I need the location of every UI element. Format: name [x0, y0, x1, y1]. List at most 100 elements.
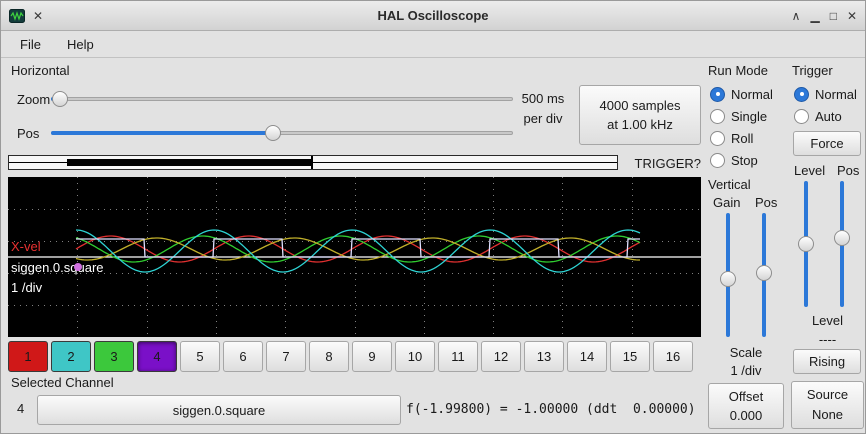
radio-dot — [710, 108, 725, 124]
channel-number: 6 — [239, 349, 247, 364]
zoom-label: Zoom — [17, 92, 51, 107]
scope-channel4-label: siggen.0.square — [11, 260, 104, 275]
selected-channel-group-label: Selected Channel — [11, 375, 114, 390]
edge-button[interactable]: Rising — [793, 349, 861, 374]
menubar: File Help — [1, 31, 865, 58]
trigger-radio-normal[interactable]: Normal — [794, 83, 864, 105]
record-position-bar[interactable] — [8, 155, 618, 170]
trigger-pos-slider[interactable] — [834, 181, 850, 307]
scope-display[interactable]: X-vel siggen.0.square 1 /div — [8, 177, 701, 337]
run-mode-group-label: Run Mode — [708, 63, 768, 78]
channel-number: 14 — [579, 349, 595, 364]
vertical-group-label: Vertical — [708, 177, 751, 192]
horizontal-group-label: Horizontal — [11, 63, 70, 78]
channel-button-3[interactable]: 3 — [94, 341, 134, 372]
force-button-label: Force — [810, 136, 844, 151]
pos-slider-fill — [51, 131, 273, 135]
source-button[interactable]: Source None — [791, 381, 864, 429]
trigger-level-handle[interactable] — [798, 236, 814, 252]
titlebar-right: ∧ ▁ □ ✕ — [792, 1, 857, 31]
channel-button-7[interactable]: 7 — [266, 341, 306, 372]
force-button[interactable]: Force — [793, 131, 861, 156]
menu-help[interactable]: Help — [66, 36, 94, 52]
trigger-pos-handle[interactable] — [834, 229, 850, 246]
titlebar-left: ✕ — [9, 1, 43, 31]
channel-button-11[interactable]: 11 — [438, 341, 478, 372]
channel-row: 1 2 3 4 5 6 7 8 9 10 11 12 13 14 15 16 — [8, 341, 693, 372]
channel-number: 16 — [665, 349, 681, 364]
maximize-icon[interactable]: □ — [829, 9, 837, 23]
vertical-pos-slider[interactable] — [756, 213, 772, 337]
channel-button-8[interactable]: 8 — [309, 341, 349, 372]
shade-icon[interactable]: ∧ — [791, 9, 801, 23]
run-mode-radios: Normal Single Roll Stop — [710, 83, 786, 171]
close-icon[interactable]: ✕ — [846, 9, 857, 23]
channel-button-15[interactable]: 15 — [610, 341, 650, 372]
channel-name-button[interactable]: siggen.0.square — [37, 395, 401, 425]
channel-number: 8 — [325, 349, 333, 364]
channel-number: 4 — [153, 349, 161, 364]
run-mode-radio-normal[interactable]: Normal — [710, 83, 786, 105]
radio-label: Single — [731, 108, 768, 124]
channel-position-marker[interactable] — [74, 263, 82, 271]
radio-dot — [794, 108, 809, 124]
channel-button-13[interactable]: 13 — [524, 341, 564, 372]
scale-value: 1 /div — [730, 363, 762, 378]
vertical-gain-slider[interactable] — [720, 213, 736, 337]
trigger-level-slider-label: Level — [794, 163, 826, 178]
trigger-radios: Normal Auto — [794, 83, 864, 127]
zoom-slider[interactable] — [51, 91, 513, 107]
channel-button-14[interactable]: 14 — [567, 341, 607, 372]
scale-caption: Scale — [729, 345, 763, 360]
zoom-slider-track — [51, 97, 513, 101]
channel-button-5[interactable]: 5 — [180, 341, 220, 372]
source-label: Source — [806, 387, 849, 402]
radio-dot — [710, 152, 725, 168]
channel-number: 5 — [196, 349, 204, 364]
gain-slider-label: Gain — [713, 195, 741, 210]
trigger-pos-slider-label: Pos — [837, 163, 860, 178]
offset-label: Offset — [728, 389, 764, 404]
trigger-radio-auto[interactable]: Auto — [794, 105, 864, 127]
titlebar[interactable]: ✕ HAL Oscilloscope ∧ ▁ □ ✕ — [1, 1, 865, 31]
source-value: None — [811, 407, 844, 422]
scope-waveform-canvas — [8, 177, 701, 337]
channel-readout: f(-1.99800) = -1.00000 (ddt 0.00000) — [406, 402, 696, 417]
radio-label: Auto — [815, 108, 842, 124]
trigger-group-label: Trigger — [792, 63, 833, 78]
channel-button-10[interactable]: 10 — [395, 341, 435, 372]
edge-button-label: Rising — [808, 354, 846, 369]
trigger-level-slider[interactable] — [798, 181, 814, 307]
pos-slider-handle[interactable] — [264, 125, 281, 141]
trigger-marker[interactable] — [311, 156, 314, 169]
channel-button-4[interactable]: 4 — [137, 341, 177, 372]
channel-number: 15 — [622, 349, 638, 364]
channel-button-12[interactable]: 12 — [481, 341, 521, 372]
samples-line1: 4000 samples — [599, 98, 681, 113]
channel-button-16[interactable]: 16 — [653, 341, 693, 372]
channel-button-2[interactable]: 2 — [51, 341, 91, 372]
channel-button-1[interactable]: 1 — [8, 341, 48, 372]
trigger-status-label: TRIGGER? — [634, 156, 701, 171]
minimize-icon[interactable]: ▁ — [810, 9, 820, 23]
vpos-slider-handle[interactable] — [756, 264, 772, 281]
channel-button-6[interactable]: 6 — [223, 341, 263, 372]
channel-number: 12 — [493, 349, 509, 364]
offset-value: 0.000 — [729, 408, 763, 423]
pos-slider[interactable] — [51, 125, 513, 141]
samples-button[interactable]: 4000 samples at 1.00 kHz — [579, 85, 701, 145]
menu-file[interactable]: File — [20, 36, 41, 52]
channel-number: 11 — [451, 349, 465, 364]
zoom-slider-handle[interactable] — [52, 91, 69, 107]
run-mode-radio-single[interactable]: Single — [710, 105, 786, 127]
offset-button[interactable]: Offset 0.000 — [708, 383, 784, 429]
channel-button-9[interactable]: 9 — [352, 341, 392, 372]
gain-slider-handle[interactable] — [720, 270, 736, 287]
samples-line2: at 1.00 kHz — [607, 117, 673, 132]
channel-number: 2 — [67, 349, 75, 364]
radio-label: Normal — [815, 86, 857, 102]
run-mode-radio-stop[interactable]: Stop — [710, 149, 786, 171]
run-mode-radio-roll[interactable]: Roll — [710, 127, 786, 149]
close-left-icon[interactable]: ✕ — [33, 9, 44, 23]
